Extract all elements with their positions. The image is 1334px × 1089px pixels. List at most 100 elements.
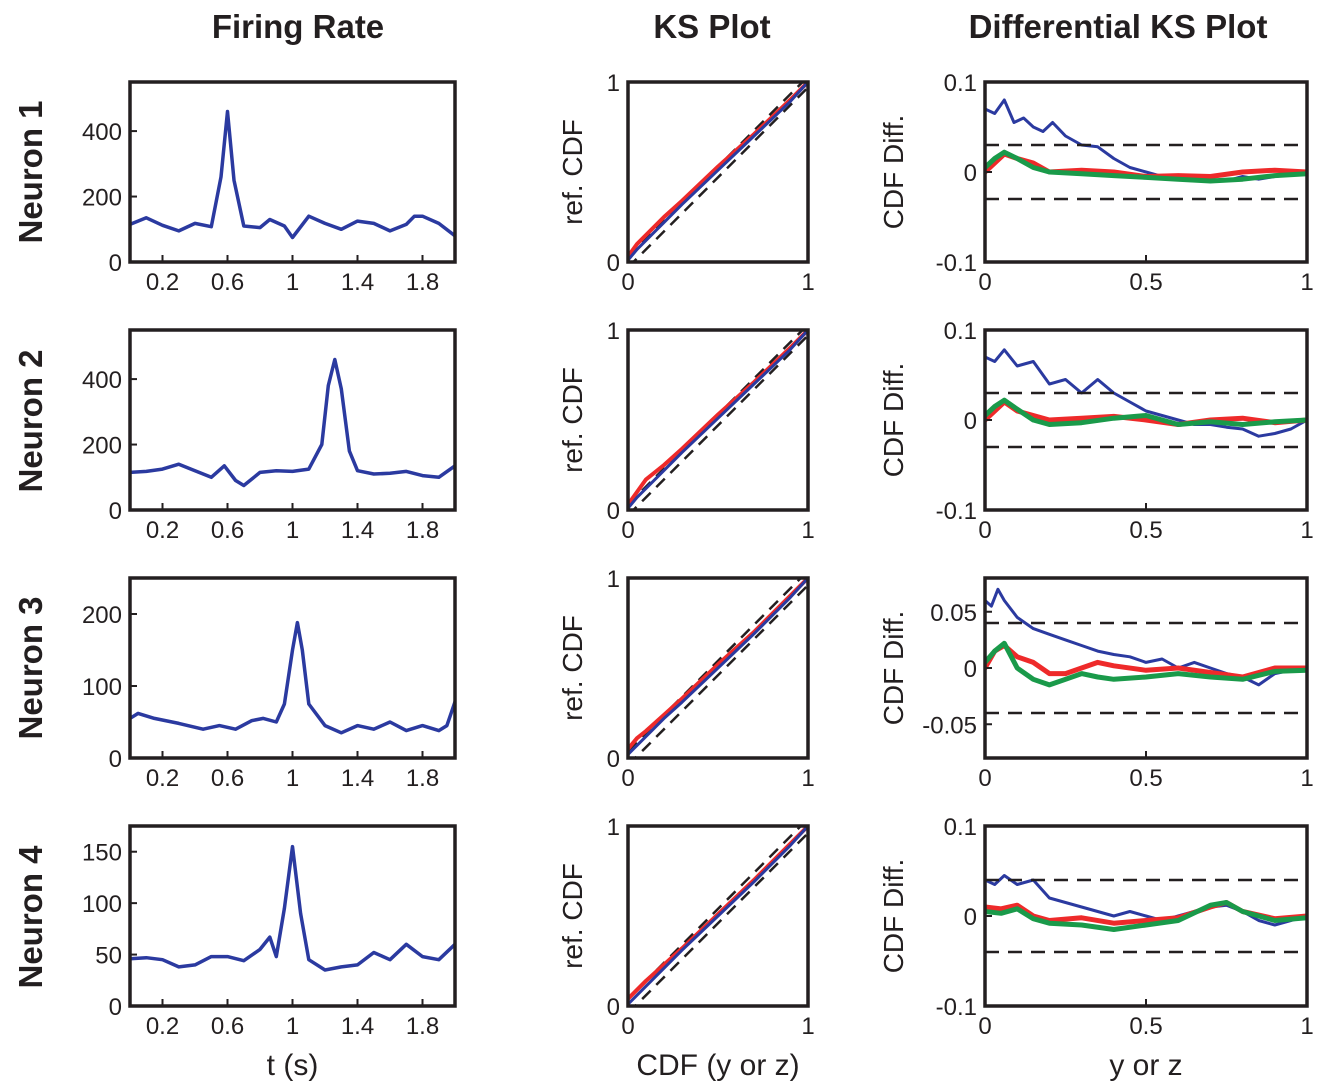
- x-tick-label: 1: [801, 765, 814, 792]
- x-tick-label: 1: [801, 1013, 814, 1040]
- y-tick-label: 0.1: [944, 318, 977, 345]
- panel-ks-plot-4: 0 1 0 1 ref. CDF CDF (y or z): [557, 814, 815, 1082]
- column-title-firing-rate: Firing Rate: [212, 8, 384, 45]
- panel-ks-plot-2: 0 1 0 1 ref. CDF: [557, 318, 815, 544]
- row-labels: Neuron 1 Neuron 2 Neuron 3 Neuron 4: [12, 100, 49, 988]
- y-axis-label: ref. CDF: [557, 119, 588, 225]
- axes-frame: [626, 824, 810, 1008]
- x-tick-label: 1: [286, 1013, 299, 1040]
- x-tick-label: 0.2: [146, 1013, 179, 1040]
- x-axis-label: y or z: [1109, 1049, 1182, 1082]
- x-axis-label: CDF (y or z): [636, 1049, 799, 1082]
- y-axis-label: CDF Diff.: [878, 363, 909, 478]
- column-title-ks-plot: KS Plot: [653, 8, 770, 45]
- y-tick-label: 400: [82, 119, 122, 146]
- y-tick-label: 0: [109, 994, 122, 1021]
- series-line-0: [130, 844, 455, 972]
- x-tick-label: 0.6: [211, 765, 244, 792]
- x-tick-label: 1: [1300, 1013, 1313, 1040]
- x-tick-label: 0.5: [1129, 517, 1162, 544]
- column-title-differential-ks-plot: Differential KS Plot: [969, 8, 1268, 45]
- x-tick-label: 1: [801, 269, 814, 296]
- y-tick-label: 0: [607, 994, 620, 1021]
- y-tick-label: -0.1: [936, 250, 977, 277]
- x-tick-label: 0.6: [211, 269, 244, 296]
- x-tick-label: 0.5: [1129, 765, 1162, 792]
- y-axis-label: ref. CDF: [557, 367, 588, 473]
- x-tick-label: 0.5: [1129, 1013, 1162, 1040]
- plot-area: [628, 578, 808, 758]
- y-tick-label: 0: [964, 408, 977, 435]
- plot-area: [985, 98, 1307, 201]
- x-tick-label: 0: [621, 517, 634, 544]
- x-tick-label: 0.2: [146, 269, 179, 296]
- x-tick-label: 1: [286, 765, 299, 792]
- series-line-1: [628, 578, 808, 756]
- x-tick-label: 1: [801, 517, 814, 544]
- series-line-1: [628, 826, 808, 1006]
- plot-area: [985, 348, 1307, 449]
- series-line-0: [628, 578, 808, 751]
- x-tick-label: 0.2: [146, 517, 179, 544]
- y-tick-label: 0: [109, 250, 122, 277]
- bound-line-3: [633, 832, 808, 1006]
- row-label-neuron-1: Neuron 1: [12, 100, 49, 243]
- x-tick-label: 1.4: [341, 269, 374, 296]
- x-tick-label: 1.8: [406, 1013, 439, 1040]
- y-tick-label: 0.05: [930, 600, 977, 627]
- y-tick-label: 0: [964, 656, 977, 683]
- panels: 0.2 0.6 1 1.4 1.8 0 200 400 0.2 0.6 1 1.4 1.8 0 200 400…: [82, 70, 1314, 1082]
- y-tick-label: 0: [607, 746, 620, 773]
- plot-area: [130, 109, 455, 240]
- y-tick-label: 1: [607, 70, 620, 97]
- series-line-0: [985, 348, 1307, 438]
- bound-line-3: [633, 584, 808, 758]
- y-tick-label: 0.1: [944, 70, 977, 97]
- y-tick-label: 200: [82, 185, 122, 212]
- plot-area: [130, 844, 455, 972]
- x-tick-label: 0: [978, 765, 991, 792]
- plot-area: [130, 357, 455, 488]
- y-tick-label: 150: [82, 840, 122, 867]
- axes-frame: [128, 328, 457, 512]
- y-tick-label: 1: [607, 814, 620, 841]
- series-line-1: [628, 82, 808, 262]
- series-line-0: [130, 357, 455, 488]
- x-axis-label: t (s): [267, 1049, 319, 1082]
- series-line-2: [985, 397, 1307, 427]
- axes-frame: [626, 80, 810, 264]
- x-tick-label: 0: [621, 1013, 634, 1040]
- axes-frame: [626, 576, 810, 760]
- row-label-neuron-2: Neuron 2: [12, 349, 49, 492]
- series-line-2: [985, 149, 1307, 184]
- series-line-2: [985, 900, 1307, 932]
- panel-firing-rate-1: 0.2 0.6 1 1.4 1.8 0 200 400: [82, 80, 457, 296]
- y-tick-label: 0: [607, 250, 620, 277]
- y-axis-label: ref. CDF: [557, 863, 588, 969]
- y-axis-label: CDF Diff.: [878, 611, 909, 726]
- panel-firing-rate-3: 0.2 0.6 1 1.4 1.8 0 100 200: [82, 576, 457, 792]
- y-tick-label: 0: [109, 746, 122, 773]
- x-tick-label: 0.6: [211, 517, 244, 544]
- y-tick-label: -0.05: [922, 712, 977, 739]
- plot-area: [130, 620, 455, 735]
- plot-area: [628, 82, 808, 262]
- y-tick-label: 200: [82, 602, 122, 629]
- y-tick-label: -0.1: [936, 498, 977, 525]
- y-tick-label: 0.1: [944, 814, 977, 841]
- x-tick-label: 1.8: [406, 517, 439, 544]
- plot-area: [985, 874, 1307, 954]
- panel-firing-rate-2: 0.2 0.6 1 1.4 1.8 0 200 400: [82, 328, 457, 544]
- x-tick-label: 1.4: [341, 517, 374, 544]
- plot-area: [628, 330, 808, 510]
- x-tick-label: 1.8: [406, 269, 439, 296]
- x-tick-label: 1.4: [341, 765, 374, 792]
- x-tick-label: 0.5: [1129, 269, 1162, 296]
- y-axis-label: CDF Diff.: [878, 115, 909, 230]
- y-tick-label: 0: [607, 498, 620, 525]
- y-axis-label: CDF Diff.: [878, 859, 909, 974]
- row-label-neuron-3: Neuron 3: [12, 596, 49, 739]
